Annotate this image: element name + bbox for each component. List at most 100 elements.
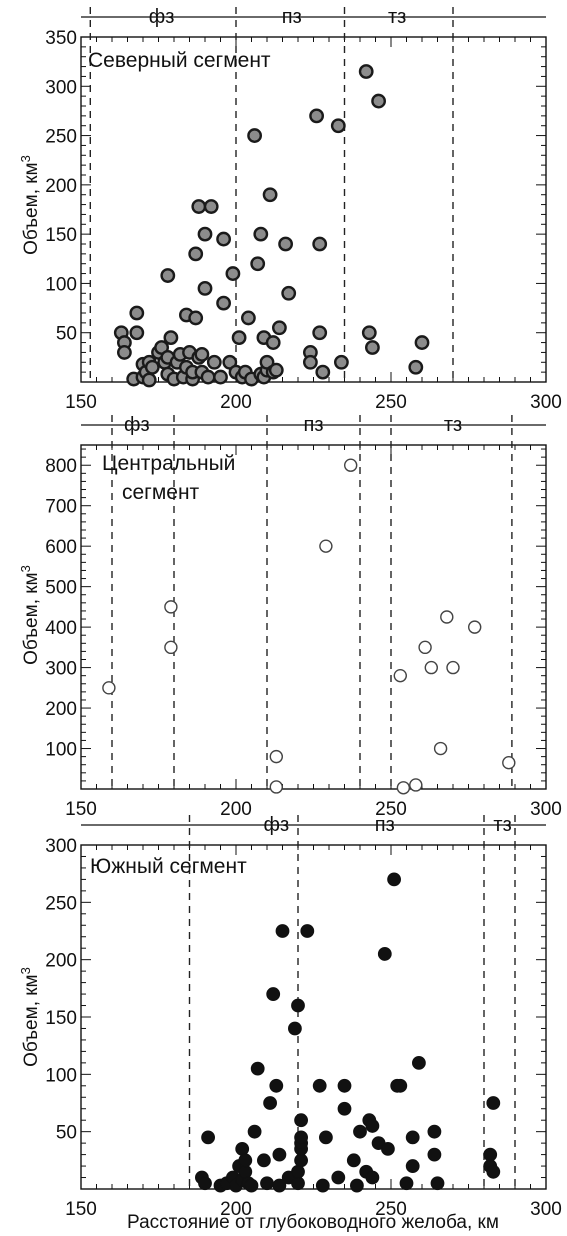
- data-point: [117, 345, 132, 360]
- data-point: [216, 295, 232, 311]
- data-point: [405, 1159, 420, 1173]
- x-tick-label: 250: [375, 392, 407, 413]
- data-point: [294, 1113, 309, 1128]
- data-point: [164, 600, 178, 614]
- data-point: [275, 924, 290, 938]
- zone-label: пз: [375, 814, 395, 836]
- data-point: [163, 330, 179, 346]
- data-point: [268, 362, 284, 378]
- y-tick-label: 200: [45, 951, 77, 972]
- data-point: [271, 320, 287, 336]
- x-tick-label: 300: [530, 1199, 562, 1220]
- data-point: [294, 1153, 309, 1168]
- data-point: [144, 359, 160, 375]
- data-point: [319, 1130, 333, 1145]
- data-point: [240, 310, 256, 326]
- data-point: [247, 128, 263, 143]
- data-point: [405, 1130, 420, 1145]
- data-point: [309, 108, 324, 124]
- data-point: [262, 187, 278, 203]
- data-point: [333, 354, 349, 370]
- data-point: [371, 93, 386, 109]
- y-tick-label: 150: [45, 1008, 77, 1029]
- data-point: [396, 781, 411, 795]
- data-point: [197, 226, 213, 242]
- data-point: [312, 236, 328, 252]
- x-tick-label: 300: [530, 392, 562, 413]
- data-point: [257, 1153, 271, 1168]
- data-point: [302, 354, 318, 370]
- y-axis-title-superscript: 3: [18, 155, 33, 162]
- plot-frame: [80, 844, 547, 1190]
- y-tick-label: 100: [45, 740, 77, 761]
- y-axis-title: Объем, км3: [18, 565, 42, 665]
- data-point: [358, 64, 374, 79]
- data-point: [203, 199, 219, 214]
- data-point: [253, 226, 269, 242]
- data-point: [281, 285, 297, 301]
- x-axis-title: Расстояние от глубоководного желоба, км: [127, 1212, 499, 1233]
- data-point: [331, 1170, 346, 1185]
- data-point: [247, 1124, 262, 1139]
- data-point: [200, 369, 216, 385]
- data-point: [365, 1170, 380, 1185]
- x-tick-label: 250: [375, 1199, 407, 1220]
- data-point: [393, 1078, 408, 1093]
- data-point: [198, 1176, 212, 1191]
- data-point: [269, 1078, 284, 1093]
- data-point: [291, 1176, 305, 1191]
- data-point: [424, 660, 438, 675]
- data-point: [213, 369, 228, 385]
- y-axis-title: Объем, км3: [18, 155, 42, 255]
- data-point: [260, 1176, 274, 1191]
- data-point: [129, 325, 145, 341]
- data-point: [312, 325, 328, 341]
- zone-label: фз: [149, 6, 175, 28]
- y-tick-label: 800: [45, 456, 77, 477]
- data-point: [188, 246, 204, 262]
- data-point: [483, 1147, 498, 1162]
- data-point: [201, 1130, 216, 1145]
- y-tick-label: 200: [45, 699, 77, 720]
- data-point: [315, 1178, 330, 1193]
- zone-label: пз: [282, 6, 302, 28]
- zone-label: фз: [124, 414, 150, 436]
- data-point: [250, 256, 266, 272]
- data-point: [272, 1147, 287, 1162]
- data-point: [194, 346, 210, 362]
- data-point: [141, 372, 157, 388]
- data-point: [440, 610, 454, 624]
- panel-title: Северный сегмент: [88, 49, 271, 72]
- data-point: [291, 1164, 305, 1179]
- data-point: [164, 640, 178, 655]
- data-point: [427, 1124, 442, 1139]
- data-point: [361, 325, 377, 341]
- data-point: [337, 1078, 352, 1093]
- data-point: [408, 359, 424, 375]
- data-point: [414, 335, 430, 350]
- data-point: [330, 118, 346, 134]
- y-axis-title-superscript: 3: [18, 967, 33, 974]
- data-point: [393, 668, 407, 683]
- data-point: [387, 872, 402, 887]
- data-point: [102, 681, 116, 695]
- y-tick-label: 300: [45, 77, 77, 98]
- y-tick-label: 150: [45, 225, 77, 246]
- data-point: [265, 335, 281, 350]
- data-point: [399, 1176, 414, 1191]
- zone-label: тз: [444, 414, 462, 436]
- data-point: [294, 1130, 309, 1145]
- data-point: [365, 1119, 380, 1133]
- data-point: [350, 1178, 364, 1193]
- y-tick-label: 400: [45, 618, 77, 639]
- data-point: [381, 1141, 395, 1156]
- panel-title: Центральный: [102, 452, 235, 475]
- data-point: [486, 1164, 501, 1179]
- y-tick-label: 250: [45, 127, 77, 148]
- data-point: [409, 778, 423, 792]
- data-point: [272, 1178, 287, 1193]
- data-point: [197, 280, 213, 296]
- data-point: [235, 1141, 250, 1156]
- panel-title: сегмент: [122, 481, 200, 504]
- data-point: [238, 1164, 253, 1179]
